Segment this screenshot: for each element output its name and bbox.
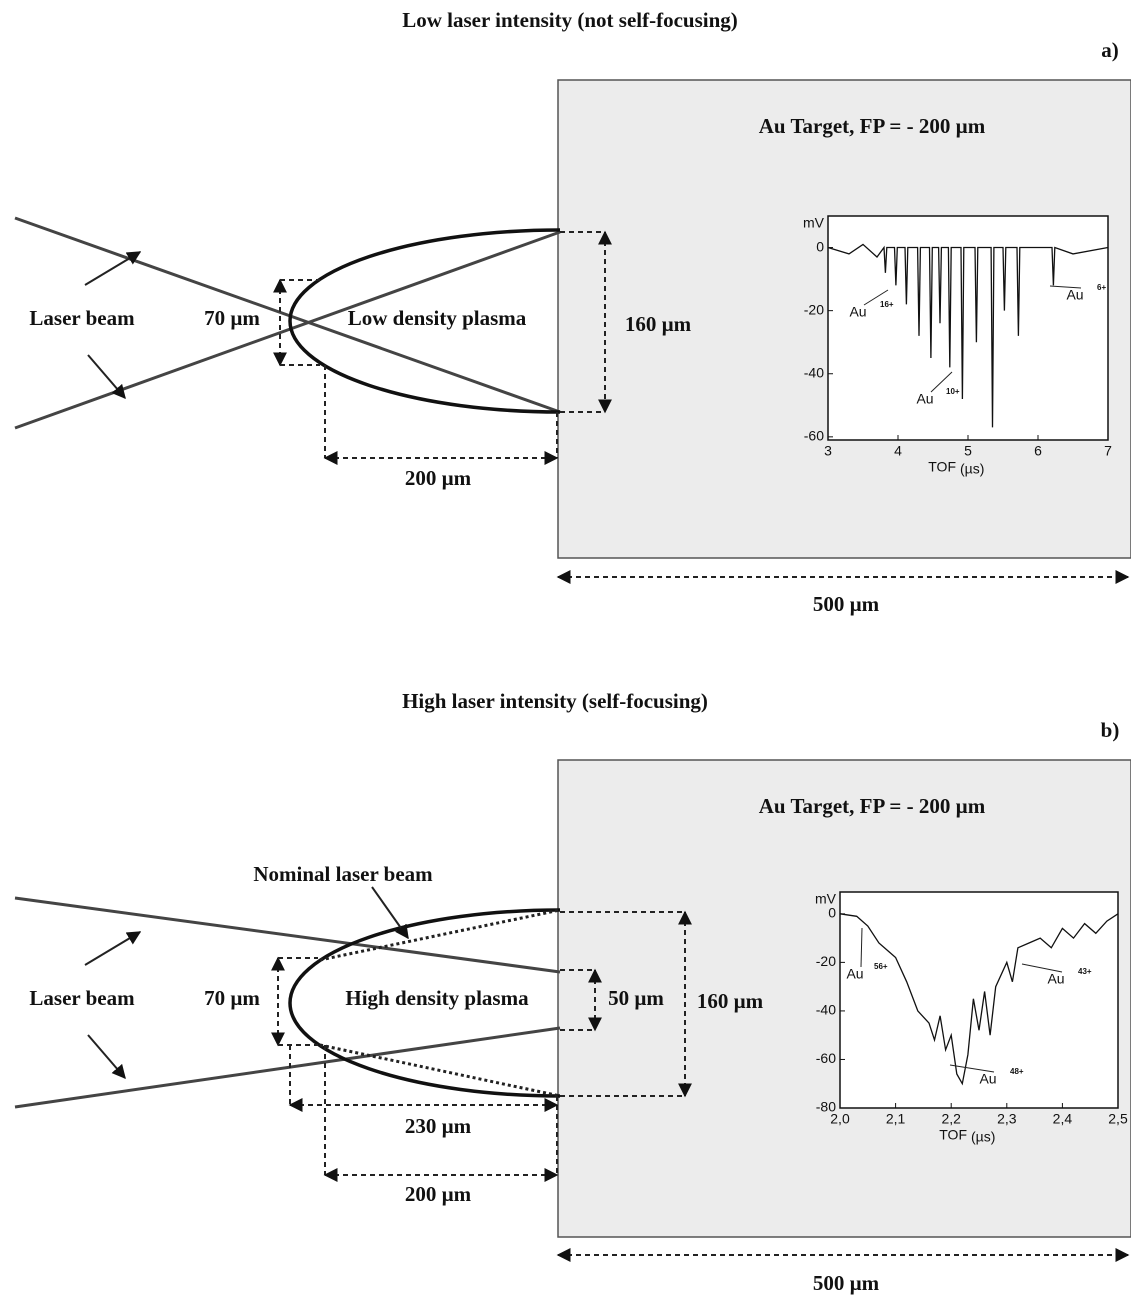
dimension-label: 200 µm xyxy=(405,1182,472,1206)
plasma-label: Low density plasma xyxy=(348,306,527,330)
y-tick-label: 0 xyxy=(828,905,836,921)
x-label: TOF xyxy=(928,459,956,475)
x-tick-label: 2,2 xyxy=(941,1111,961,1127)
target-label: Au Target, FP = - 200 µm xyxy=(759,794,986,818)
y-tick-label: -60 xyxy=(804,428,824,444)
dimension-label: 160 µm xyxy=(625,312,692,336)
annotation-charge: 16+ xyxy=(880,300,894,309)
pointer-arrow xyxy=(371,886,409,940)
x-tick-label: 2,3 xyxy=(997,1111,1017,1127)
x-unit: (µs) xyxy=(960,461,984,477)
laser-beam xyxy=(14,1026,561,1109)
x-tick-label: 7 xyxy=(1104,443,1112,459)
pointer-arrow xyxy=(87,354,126,400)
annotation: Au xyxy=(1047,971,1064,987)
annotation-leader xyxy=(930,371,953,393)
dimension-label: 500 µm xyxy=(813,592,880,616)
annotation: Au xyxy=(1066,287,1083,303)
x-tick-label: 2,5 xyxy=(1108,1111,1128,1127)
nominal-beam xyxy=(319,908,561,962)
nominal-label: Nominal laser beam xyxy=(253,862,433,886)
pointer-arrow xyxy=(87,1034,126,1080)
laser-beam xyxy=(14,230,561,430)
dimension-label: 200 µm xyxy=(405,466,472,490)
plasma-outline xyxy=(288,908,561,1098)
dimension-label: 70 µm xyxy=(204,306,260,330)
panel-letter: b) xyxy=(1101,718,1120,742)
x-tick-label: 5 xyxy=(964,443,972,459)
plasma-label: High density plasma xyxy=(345,986,529,1010)
pointer-arrow xyxy=(84,251,142,286)
panel-title: Low laser intensity (not self-focusing) xyxy=(402,8,738,32)
annotation-charge: 48+ xyxy=(1010,1067,1024,1076)
panel-title: High laser intensity (self-focusing) xyxy=(402,689,708,713)
y-tick-label: -40 xyxy=(816,1002,836,1018)
plasma-outline xyxy=(288,228,561,414)
y-tick-label: 0 xyxy=(816,238,824,254)
nominal-beam xyxy=(319,1043,561,1098)
laser-beam xyxy=(14,216,561,414)
x-tick-label: 4 xyxy=(894,443,902,459)
annotation: Au xyxy=(916,391,933,407)
annotation-charge: 6+ xyxy=(1097,283,1106,292)
y-unit: mV xyxy=(803,215,825,231)
x-tick-label: 2,1 xyxy=(886,1111,906,1127)
dimension-label: 50 µm xyxy=(608,986,664,1010)
x-tick-label: 2,4 xyxy=(1053,1111,1073,1127)
annotation: Au xyxy=(846,966,863,982)
x-unit: (µs) xyxy=(971,1129,995,1145)
inset-plot xyxy=(839,891,1119,1109)
dimension-label: 230 µm xyxy=(405,1114,472,1138)
annotation-leader xyxy=(949,1064,995,1073)
annotation: Au xyxy=(849,304,866,320)
y-tick-label: -40 xyxy=(804,364,824,380)
y-tick-label: -60 xyxy=(816,1050,836,1066)
y-tick-label: -20 xyxy=(816,953,836,969)
laser-beam xyxy=(14,896,561,974)
annotation-charge: 56+ xyxy=(874,962,888,971)
x-label: TOF xyxy=(939,1127,967,1143)
annotation-leader xyxy=(863,289,889,306)
dimension-label: 160 µm xyxy=(697,989,764,1013)
inset-plot xyxy=(827,215,1109,441)
annotation: Au xyxy=(979,1071,996,1087)
beam-label: Laser beam xyxy=(29,306,135,330)
annotation-leader xyxy=(860,927,863,968)
beam-label: Laser beam xyxy=(29,986,135,1010)
dimension-label: 70 µm xyxy=(204,986,260,1010)
x-tick-label: 2,0 xyxy=(830,1111,850,1127)
dimension-label: 500 µm xyxy=(813,1271,880,1295)
annotation-leader xyxy=(1049,285,1082,289)
annotation-charge: 10+ xyxy=(946,387,960,396)
x-tick-label: 6 xyxy=(1034,443,1042,459)
annotation-leader xyxy=(1021,963,1063,973)
signal-trace xyxy=(839,913,1119,1086)
annotation-charge: 43+ xyxy=(1078,967,1092,976)
y-tick-label: -80 xyxy=(816,1099,836,1115)
y-tick-label: -20 xyxy=(804,301,824,317)
target-label: Au Target, FP = - 200 µm xyxy=(759,114,986,138)
pointer-arrow xyxy=(84,931,142,966)
panel-letter: a) xyxy=(1101,38,1119,62)
signal-trace xyxy=(827,243,1109,428)
x-tick-label: 3 xyxy=(824,443,832,459)
y-unit: mV xyxy=(815,891,837,907)
